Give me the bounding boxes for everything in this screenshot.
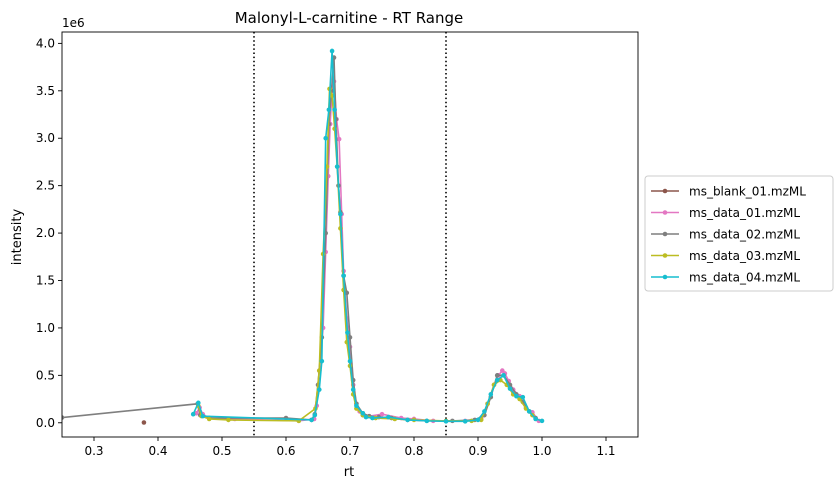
series-line <box>195 81 540 422</box>
legend-swatch-marker <box>662 210 668 215</box>
data-point <box>345 330 350 335</box>
series-4 <box>190 48 545 424</box>
y-offset-label: 1e6 <box>62 16 85 30</box>
legend-item: ms_data_04.mzML <box>651 271 800 285</box>
data-point <box>363 414 369 420</box>
data-point <box>501 373 506 378</box>
series-group <box>62 48 545 425</box>
axes-frame <box>61 31 639 438</box>
data-point <box>526 409 532 414</box>
x-tick-label: 0.7 <box>340 444 359 458</box>
x-tick-label: 1.0 <box>532 444 551 458</box>
data-point <box>354 403 359 409</box>
data-point <box>141 420 147 425</box>
legend-swatch-marker <box>662 188 668 194</box>
data-point <box>336 136 342 142</box>
x-axis-label: rt <box>344 465 354 480</box>
data-point <box>319 358 325 364</box>
x-tick-label: 0.5 <box>212 444 231 458</box>
legend-frame <box>644 175 834 292</box>
y-tick-label: 2.0 <box>36 226 55 240</box>
x-tick-label: 1.1 <box>596 444 615 458</box>
data-point <box>386 414 391 420</box>
data-point <box>326 107 332 113</box>
data-point <box>338 211 343 217</box>
series-0 <box>141 420 147 425</box>
data-point <box>226 417 231 423</box>
data-point <box>482 409 487 414</box>
series-1 <box>194 79 542 424</box>
data-point <box>312 412 318 418</box>
legend-item: ms_data_03.mzML <box>651 249 800 263</box>
data-point <box>494 373 500 378</box>
data-point <box>360 410 366 416</box>
data-point <box>494 377 500 383</box>
y-tick-label: 1.5 <box>36 274 55 288</box>
y-tick-label: 1.0 <box>36 321 55 335</box>
legend-label: ms_data_02.mzML <box>689 228 800 242</box>
y-tick-label: 4.0 <box>36 36 55 50</box>
data-point <box>488 392 494 397</box>
data-point <box>323 135 328 141</box>
data-point <box>424 418 430 424</box>
legend-label: ms_blank_01.mzML <box>689 185 806 199</box>
x-tick-label: 0.4 <box>148 444 167 458</box>
plot-area: 0.3 0.4 0.5 0.6 0.7 0.8 0.9 1.0 1.1 0.0 0.5 1.0 1.5 2… <box>36 31 639 458</box>
x-tick-label: 0.3 <box>84 444 103 458</box>
data-point <box>316 387 322 392</box>
data-point <box>539 418 545 424</box>
y-axis-label: intensity <box>10 209 25 266</box>
chart-title: Malonyl-L-carnitine - RT Range <box>235 9 464 27</box>
data-point <box>200 413 206 419</box>
legend-label: ms_data_01.mzML <box>689 206 800 220</box>
data-point <box>533 416 538 422</box>
data-point <box>379 411 385 417</box>
series-line <box>62 57 537 422</box>
y-tick-label: 2.5 <box>36 179 55 193</box>
data-point <box>341 273 346 279</box>
data-point <box>347 358 353 364</box>
data-point <box>309 417 314 423</box>
legend-item: ms_data_01.mzML <box>651 206 800 220</box>
legend-item: ms_data_02.mzML <box>651 228 800 242</box>
legend: ms_blank_01.mzML ms_data_01.mzML ms_data_0… <box>644 175 834 292</box>
data-point <box>405 417 410 423</box>
data-point <box>62 415 65 420</box>
data-point <box>462 419 468 424</box>
data-point <box>350 387 356 392</box>
x-tick-label: 0.9 <box>468 444 487 458</box>
series-3 <box>196 86 535 424</box>
legend-item: ms_blank_01.mzML <box>651 185 806 199</box>
y-tick-label: 3.5 <box>36 84 55 98</box>
data-point <box>370 415 375 421</box>
x-tick-label: 0.6 <box>276 444 295 458</box>
y-tick-label: 3.0 <box>36 131 55 145</box>
data-point <box>443 419 449 424</box>
y-tick-label: 0.5 <box>36 368 55 382</box>
data-point <box>206 416 212 422</box>
x-tick-label: 0.8 <box>404 444 423 458</box>
series-line <box>192 50 543 423</box>
y-tick-label: 0.0 <box>36 416 55 430</box>
data-point <box>347 335 353 340</box>
legend-label: ms_data_03.mzML <box>689 249 800 263</box>
series-line <box>197 88 533 422</box>
data-point <box>334 164 340 169</box>
legend-swatch-marker <box>662 274 668 280</box>
legend-label: ms_data_04.mzML <box>689 271 800 285</box>
data-point <box>478 417 484 423</box>
legend-swatch-marker <box>662 231 668 237</box>
legend-swatch-marker <box>662 253 668 258</box>
data-point <box>190 411 196 417</box>
data-point <box>329 48 335 54</box>
data-point <box>475 417 481 423</box>
data-point <box>332 107 337 113</box>
data-point <box>520 394 526 400</box>
data-point <box>344 290 350 296</box>
series-2 <box>62 55 538 424</box>
data-point <box>507 386 513 391</box>
data-point <box>514 393 519 399</box>
data-point <box>196 400 201 406</box>
